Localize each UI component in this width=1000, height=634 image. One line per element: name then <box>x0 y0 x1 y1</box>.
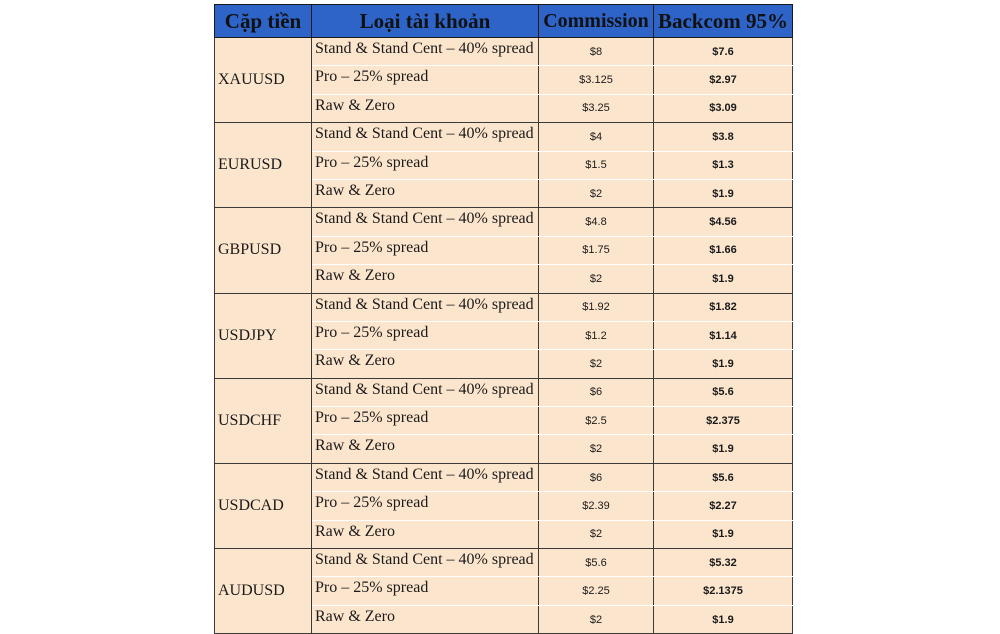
backcom-cell: $2.97 <box>653 65 793 95</box>
account-type-cell: Raw & Zero <box>311 94 539 124</box>
table-row: Pro – 25% spread $2.39 $2.27 <box>215 491 793 521</box>
backcom-cell: $1.82 <box>653 293 793 322</box>
account-type-cell: Stand & Stand Cent – 40% spread <box>311 37 539 67</box>
backcom-cell: $1.9 <box>653 434 793 464</box>
table-row: Pro – 25% spread $3.125 $2.97 <box>215 65 793 95</box>
currency-pair-cell: GBPUSD <box>214 207 312 294</box>
account-type-cell: Stand & Stand Cent – 40% spread <box>311 293 539 322</box>
header-row: Cặp tiền Loại tài khoản Commission Backc… <box>214 4 793 38</box>
account-type-cell: Pro – 25% spread <box>311 491 539 521</box>
backcom-cell: $1.9 <box>653 264 793 294</box>
account-type-cell: Raw & Zero <box>311 605 539 634</box>
account-type-cell: Pro – 25% spread <box>311 321 539 351</box>
commission-cell: $2 <box>538 520 654 550</box>
table-row: Raw & Zero $2 $1.9 <box>215 520 793 550</box>
account-type-cell: Raw & Zero <box>311 434 539 464</box>
account-type-cell: Stand & Stand Cent – 40% spread <box>311 548 539 578</box>
commission-cell: $4.8 <box>538 207 654 237</box>
account-type-cell: Stand & Stand Cent – 40% spread <box>311 207 539 237</box>
table-row: Pro – 25% spread $1.2 $1.14 <box>215 321 793 351</box>
commission-cell: $4 <box>538 122 654 152</box>
backcom-cell: $1.14 <box>653 321 793 351</box>
commission-cell: $3.25 <box>538 94 654 124</box>
backcom-cell: $5.6 <box>653 463 793 493</box>
table-row: Pro – 25% spread $1.75 $1.66 <box>215 236 793 266</box>
table-row: USDCAD Stand & Stand Cent – 40% spread $6 $… <box>214 463 793 550</box>
account-type-cell: Stand & Stand Cent – 40% spread <box>311 463 539 493</box>
table-row: EURUSD Stand & Stand Cent – 40% spread $4 $… <box>214 122 793 209</box>
table-row: AUDUSD Stand & Stand Cent – 40% spread $5.… <box>214 548 793 634</box>
backcom-cell: $4.56 <box>653 207 793 237</box>
commission-cell: $2.39 <box>538 491 654 521</box>
account-type-cell: Stand & Stand Cent – 40% spread <box>311 122 539 152</box>
account-type-cell: Pro – 25% spread <box>311 236 539 266</box>
commission-cell: $2 <box>538 605 654 634</box>
table-header: Cặp tiền Loại tài khoản Commission Backc… <box>214 4 793 38</box>
backcom-cell: $2.27 <box>653 491 793 521</box>
commission-cell: $2.5 <box>538 406 654 436</box>
backcom-cell: $3.09 <box>653 94 793 124</box>
backcom-cell: $1.9 <box>653 520 793 550</box>
commission-table-container: Cặp tiền Loại tài khoản Commission Backc… <box>214 4 793 634</box>
currency-pair-cell: XAUUSD <box>214 37 312 124</box>
commission-cell: $5.6 <box>538 548 654 578</box>
account-type-cell: Stand & Stand Cent – 40% spread <box>311 378 539 408</box>
commission-cell: $2 <box>538 179 654 209</box>
backcom-cell: $1.9 <box>653 179 793 209</box>
table-row: Raw & Zero $2 $1.9 <box>215 264 793 294</box>
table-row: Pro – 25% spread $1.5 $1.3 <box>215 151 793 180</box>
backcom-cell: $1.66 <box>653 236 793 266</box>
backcom-cell: $1.3 <box>653 151 793 180</box>
backcom-cell: $2.375 <box>653 406 793 436</box>
account-type-cell: Raw & Zero <box>311 520 539 550</box>
backcom-cell: $1.9 <box>653 605 793 634</box>
backcom-cell: $3.8 <box>653 122 793 152</box>
table-row: USDJPY Stand & Stand Cent – 40% spread $1.… <box>214 293 793 379</box>
table-row: USDCHF Stand & Stand Cent – 40% spread $6 $… <box>214 378 793 464</box>
header-pair: Cặp tiền <box>214 4 312 38</box>
header-account-type: Loại tài khoản <box>311 4 539 38</box>
table-row: Raw & Zero $3.25 $3.09 <box>215 94 793 124</box>
backcom-cell: $7.6 <box>653 37 793 67</box>
currency-pair-cell: USDCHF <box>214 378 312 464</box>
table-row: Pro – 25% spread $2.5 $2.375 <box>215 406 793 436</box>
table-row: Raw & Zero $2 $1.9 <box>215 349 793 379</box>
currency-pair-cell: EURUSD <box>214 122 312 209</box>
currency-pair-cell: USDJPY <box>214 293 312 379</box>
backcom-cell: $5.32 <box>653 548 793 578</box>
account-type-cell: Pro – 25% spread <box>311 576 539 606</box>
table-row: Raw & Zero $2 $1.9 <box>215 434 793 464</box>
currency-pair-cell: USDCAD <box>214 463 312 550</box>
commission-cell: $6 <box>538 378 654 408</box>
account-type-cell: Pro – 25% spread <box>311 151 539 180</box>
backcom-cell: $5.6 <box>653 378 793 408</box>
commission-cell: $1.92 <box>538 293 654 322</box>
account-type-cell: Pro – 25% spread <box>311 406 539 436</box>
account-type-cell: Raw & Zero <box>311 179 539 209</box>
backcom-cell: $1.9 <box>653 349 793 379</box>
account-type-cell: Raw & Zero <box>311 349 539 379</box>
table-body: XAUUSD Stand & Stand Cent – 40% spread $8 $… <box>214 37 793 634</box>
commission-cell: $1.5 <box>538 151 654 180</box>
commission-cell: $2 <box>538 264 654 294</box>
currency-pair-cell: AUDUSD <box>214 548 312 634</box>
commission-cell: $6 <box>538 463 654 493</box>
table-row: XAUUSD Stand & Stand Cent – 40% spread $8 $… <box>214 37 793 124</box>
account-type-cell: Pro – 25% spread <box>311 65 539 95</box>
commission-cell: $2 <box>538 434 654 464</box>
commission-cell: $1.75 <box>538 236 654 266</box>
commission-table: Cặp tiền Loại tài khoản Commission Backc… <box>214 4 793 634</box>
commission-cell: $1.2 <box>538 321 654 351</box>
commission-cell: $3.125 <box>538 65 654 95</box>
commission-cell: $2 <box>538 349 654 379</box>
header-commission: Commission <box>538 4 654 38</box>
account-type-cell: Raw & Zero <box>311 264 539 294</box>
commission-cell: $8 <box>538 37 654 67</box>
table-row: Raw & Zero $2 $1.9 <box>215 179 793 209</box>
backcom-cell: $2.1375 <box>653 576 793 606</box>
commission-cell: $2.25 <box>538 576 654 606</box>
table-row: GBPUSD Stand & Stand Cent – 40% spread $4.… <box>214 207 793 294</box>
header-backcom: Backcom 95% <box>653 4 793 38</box>
